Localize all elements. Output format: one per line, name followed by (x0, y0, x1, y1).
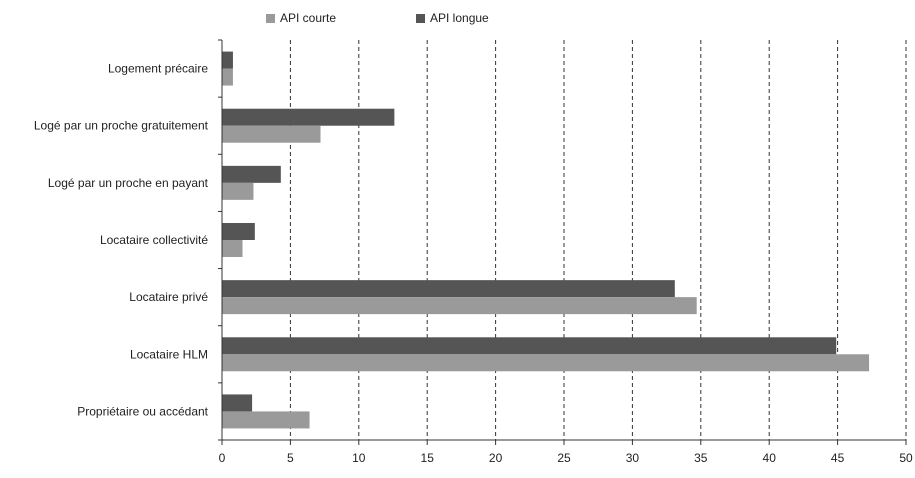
bar-api-courte-locataire-collectivite (222, 240, 243, 257)
legend-item-api-longue: API longue (416, 11, 489, 25)
bar-api-courte-locataire-hlm (222, 354, 870, 372)
bar-api-longue-logement-precaire (222, 51, 233, 69)
x-tick-label-0: 0 (219, 451, 226, 465)
category-label-loge-par-un-proche-en-payant: Logé par un proche en payant (48, 176, 209, 190)
x-tick-label-25: 25 (557, 451, 571, 465)
x-tick-label-30: 30 (626, 451, 640, 465)
x-tick-label-35: 35 (694, 451, 708, 465)
category-label-logement-precaire: Logement précaire (108, 62, 208, 76)
legend-swatch-api-longue (416, 13, 425, 23)
x-tick-label-15: 15 (421, 451, 435, 465)
category-label-locataire-hlm: Locataire HLM (130, 347, 208, 361)
x-tick-label-50: 50 (899, 451, 913, 465)
x-tick-label-45: 45 (831, 451, 845, 465)
bar-api-courte-loge-par-un-proche-gratuitement (222, 125, 321, 143)
legend-swatch-api-courte (266, 13, 275, 23)
bar-api-longue-proprietaire-ou-accedant (222, 394, 253, 412)
legend-label-api-courte: API courte (280, 11, 337, 25)
x-tick-label-5: 5 (287, 451, 294, 465)
category-label-locataire-prive: Locataire privé (129, 290, 208, 304)
bar-api-courte-locataire-prive (222, 297, 697, 315)
x-tick-label-10: 10 (352, 451, 366, 465)
bar-api-longue-locataire-prive (222, 280, 675, 298)
bar-api-longue-loge-par-un-proche-en-payant (222, 165, 281, 183)
bar-api-longue-loge-par-un-proche-gratuitement (222, 108, 395, 126)
category-label-locataire-collectivite: Locataire collectivité (100, 233, 208, 247)
bar-api-courte-logement-precaire (222, 68, 233, 86)
bar-api-longue-locataire-hlm (222, 337, 837, 355)
bar-api-courte-proprietaire-ou-accedant (222, 411, 310, 429)
legend-label-api-longue: API longue (430, 11, 489, 25)
x-tick-label-20: 20 (489, 451, 503, 465)
category-label-loge-par-un-proche-gratuitement: Logé par un proche gratuitement (34, 119, 209, 133)
x-tick-label-40: 40 (763, 451, 777, 465)
bar-api-courte-loge-par-un-proche-en-payant (222, 182, 254, 200)
category-label-proprietaire-ou-accedant: Propriétaire ou accédant (77, 404, 208, 418)
legend-item-api-courte: API courte (266, 11, 336, 25)
bar-api-longue-locataire-collectivite (222, 223, 255, 240)
